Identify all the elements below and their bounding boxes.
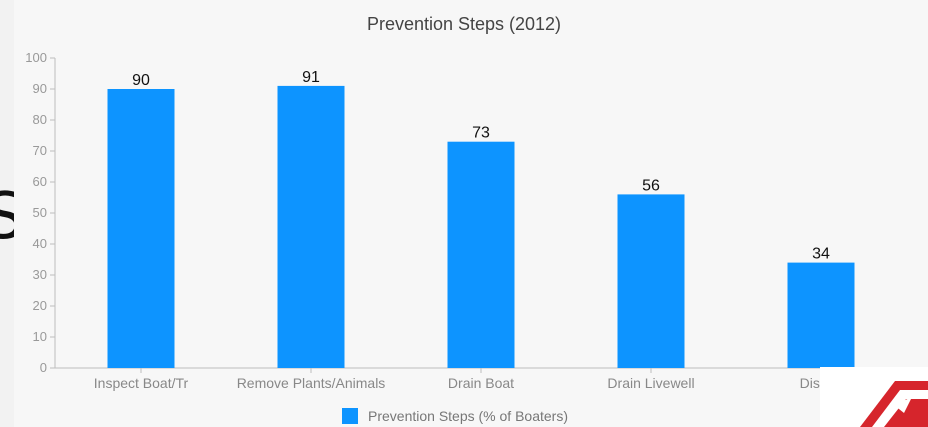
chart-title: Prevention Steps (2012)	[366, 14, 562, 34]
bar-value-label: 90	[132, 72, 150, 89]
y-tick-label: 0	[40, 360, 47, 375]
bar-value-label: 56	[642, 177, 660, 194]
y-tick-label: 40	[33, 236, 47, 251]
y-tick-label: 90	[33, 81, 47, 96]
y-tick-label: 70	[33, 143, 47, 158]
legend-label: Prevention Steps (% of Boaters)	[368, 408, 568, 424]
bar-value-label: 34	[812, 246, 830, 263]
x-tick-label: Inspect Boat/Tr	[94, 375, 189, 391]
chart-bars	[107, 85, 855, 369]
legend-swatch	[342, 408, 358, 424]
bar	[277, 85, 345, 369]
y-tick-label: 50	[33, 205, 47, 220]
x-tick-label: Drain Boat	[448, 375, 514, 391]
y-tick-label: 10	[33, 329, 47, 344]
x-tick-label: Drain Livewell	[607, 375, 694, 391]
bar	[447, 141, 515, 368]
bar-value-label: 91	[302, 69, 320, 86]
y-tick-label: 30	[33, 267, 47, 282]
background-strip	[0, 0, 14, 427]
chart-legend[interactable]: Prevention Steps (% of Boaters)	[342, 406, 568, 426]
bar	[107, 89, 175, 368]
stop-sign-graphic	[820, 367, 928, 427]
x-tick-label: Remove Plants/Animals	[237, 375, 386, 391]
bar	[617, 194, 685, 368]
y-tick-label: 60	[33, 174, 47, 189]
bar-value-label: 73	[472, 125, 490, 142]
y-tick-label: 80	[33, 112, 47, 127]
y-tick-label: 100	[25, 50, 47, 65]
bar	[787, 262, 855, 368]
y-tick-label: 20	[33, 298, 47, 313]
